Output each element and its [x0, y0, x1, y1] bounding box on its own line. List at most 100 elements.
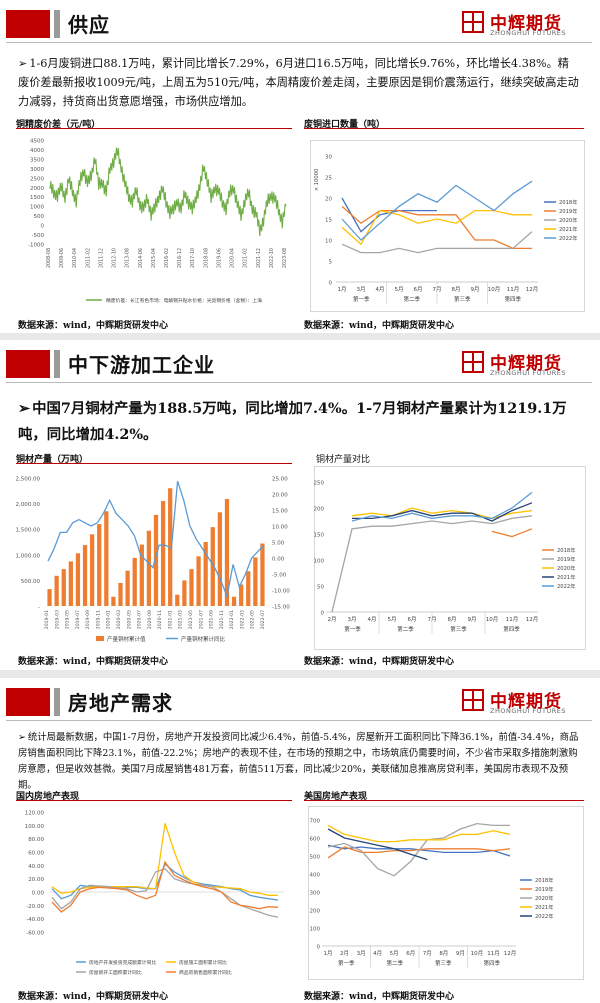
x-tick-label: 1月 — [324, 950, 333, 957]
y-tick-label: 20.00 — [28, 877, 44, 883]
x-tick-label: 2019-07 — [75, 610, 81, 629]
legend-label: 2020年 — [557, 564, 575, 572]
header-divider — [6, 42, 592, 43]
x-tick-label: 2015-04 — [151, 248, 157, 268]
x-tick-label: 2020-03 — [116, 610, 122, 629]
y-tick-label: 60.00 — [28, 851, 44, 857]
series-line — [351, 491, 533, 522]
bar — [224, 498, 230, 606]
legend-label: 房地产开发投资完成额累计同比 — [89, 959, 156, 966]
x-group-label: 第二季 — [386, 959, 403, 967]
bar — [68, 561, 73, 606]
y-tick-label: 1,000.00 — [16, 553, 40, 559]
cn-property-chart: 120.00 100.00 80.00 60.00 40.00 20.00 0.00 -20.… — [25, 811, 284, 976]
legend-label: 商品房销售面积累计同比 — [179, 969, 232, 976]
y-tick-label: 250 — [314, 481, 324, 487]
section-title: 供应 — [68, 13, 110, 37]
y-tick-label: 2,500.00 — [16, 477, 40, 483]
y-tick-label: 15.00 — [272, 509, 288, 515]
y-tick-label: 500.00 — [21, 579, 41, 585]
y-tick-label: 2000 — [30, 186, 44, 192]
bar — [47, 589, 52, 606]
company-logo: 中辉期货 ZHONGHUI FUTURES — [462, 349, 566, 379]
series-line — [341, 209, 532, 246]
x-tick-label: 11月 — [487, 950, 500, 957]
slide-header: 中下游加工企业 中辉期货 ZHONGHUI FUTURES — [0, 346, 600, 383]
chart-divider — [16, 128, 292, 129]
copper-output-chart: 2,500.002,000.001,500.001,000.00500.00-2… — [16, 477, 290, 644]
legend-label: 2018年 — [535, 876, 553, 884]
y-tick-label: 120.00 — [25, 811, 45, 817]
legend-label: 2018年 — [557, 546, 575, 554]
header-red-bar — [6, 10, 50, 38]
x-group-label: 第四季 — [504, 295, 521, 303]
data-source: 数据来源：wind，中辉期货研发中心 — [18, 321, 169, 331]
legend-label: 2022年 — [535, 912, 553, 920]
x-tick-label: 9月 — [471, 286, 480, 293]
x-tick-label: 2014-06 — [138, 248, 144, 268]
bar — [196, 556, 201, 606]
x-tick-label: 2021-11 — [219, 610, 225, 629]
bar — [75, 553, 81, 606]
x-group-label: 第二季 — [397, 625, 414, 633]
series-line — [341, 180, 533, 241]
bar — [54, 575, 59, 606]
series-line — [51, 823, 278, 896]
x-group-label: 第一季 — [338, 959, 355, 967]
y-tick-label: 30 — [325, 155, 332, 161]
x-tick-label: 2018-08 — [203, 248, 209, 268]
x-tick-label: 10月 — [471, 950, 484, 957]
chart-title: 国内房地产表现 — [16, 792, 80, 802]
logo-text-cn: 中辉期货 — [490, 354, 562, 374]
x-tick-label: 3月 — [357, 286, 366, 293]
series-line — [327, 824, 511, 843]
x-tick-label: 2013-08 — [125, 248, 131, 268]
logo-text-cn: 中辉期货 — [490, 14, 562, 34]
x-tick-label: 1月 — [338, 286, 347, 293]
x-tick-label: 2022-01 — [229, 610, 235, 629]
y-tick-label: 1500 — [30, 195, 44, 201]
bar — [132, 557, 137, 606]
chart-divider — [16, 800, 292, 801]
y-tick-label: 100 — [310, 927, 321, 933]
header-divider — [6, 720, 592, 721]
x-tick-label: 11月 — [506, 616, 519, 623]
legend-label: 产量铜材累计值 — [107, 635, 146, 643]
bar — [118, 582, 123, 606]
legend-label: 房屋新开工面积累计同比 — [89, 969, 142, 976]
chart-title: 铜精废价差（元/吨） — [16, 120, 101, 130]
y-tick-label: 25.00 — [272, 477, 288, 483]
x-tick-label: 2020-01 — [106, 610, 112, 629]
y-tick-label: 15 — [325, 218, 332, 224]
x-tick-label: 2020-04 — [230, 248, 236, 268]
x-tick-label: 8月 — [448, 616, 457, 623]
series-line — [51, 860, 279, 913]
x-tick-label: 7月 — [423, 950, 432, 957]
x-tick-label: 10月 — [488, 286, 501, 293]
bar — [182, 580, 187, 606]
x-group-label: 第二季 — [403, 295, 420, 303]
x-tick-label: 3月 — [348, 616, 357, 623]
legend-label: 2019年 — [535, 885, 553, 893]
bar — [231, 596, 237, 606]
logo-icon — [462, 351, 484, 373]
x-tick-label: 2020-05 — [126, 610, 132, 629]
y-tick-label: 4500 — [30, 139, 44, 145]
y-tick-label: 300 — [310, 891, 321, 897]
y-tick-label: 3000 — [30, 167, 44, 173]
y-tick-label: 1,500.00 — [16, 528, 40, 534]
x-tick-label: 12月 — [526, 286, 539, 293]
y-tick-label: 200 — [310, 909, 321, 915]
bar — [160, 501, 166, 606]
chart-frame — [314, 466, 586, 650]
chart-frame — [308, 806, 584, 980]
y-tick-label: 20 — [325, 197, 332, 203]
legend-label: 2022年 — [559, 234, 577, 242]
x-tick-label: 8月 — [439, 950, 448, 957]
y-tick-label: 0 — [41, 224, 45, 230]
x-tick-label: 2012-10 — [112, 248, 118, 268]
bar — [90, 534, 95, 606]
bar — [203, 542, 208, 606]
x-tick-label: 2021-05 — [188, 610, 194, 629]
x-tick-label: 2019-01 — [44, 610, 50, 629]
